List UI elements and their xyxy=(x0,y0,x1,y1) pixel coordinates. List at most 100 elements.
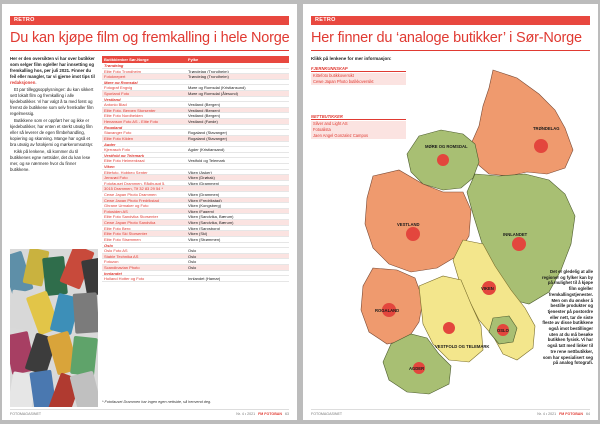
table-region-row: Oslo xyxy=(102,243,289,249)
table-row: Ghrane Urmaker og Foto Viken (Kongsberg) xyxy=(102,203,289,209)
shop-link[interactable]: Fotozon xyxy=(104,259,119,264)
shop-county: Innlandet (Hamar) xyxy=(188,276,221,281)
table-row: Sporland Foto Møre og Romsdal (Ålesund) xyxy=(102,91,289,97)
shop-link[interactable]: Elitefoto, Hobbeo Senter xyxy=(104,169,148,175)
page-number: 63 xyxy=(285,412,289,416)
link-item[interactable]: Jaen Angel Gonzalez Campos xyxy=(311,133,406,139)
shop-county: Viken (Sandvika, Bærum) xyxy=(188,214,234,220)
shop-link[interactable]: Jensrød Foto xyxy=(104,175,128,180)
table-region-row: Innlandet xyxy=(102,271,289,277)
editor-link[interactable]: redaksjonen xyxy=(10,80,36,85)
shop-county: Viken (Strømmen) xyxy=(188,236,221,242)
table-row: Oslo Foto AS Oslo xyxy=(102,248,289,254)
table-row: Fotograf Engvig Møre og Romsdal (Kristian… xyxy=(102,85,289,92)
shop-county: Oslo xyxy=(188,259,197,264)
link-item[interactable]: Silver and Light AS xyxy=(311,121,406,127)
table-row: Elite Foto Strømmen Viken (Strømmen) xyxy=(102,237,289,243)
link-item[interactable]: Cewe Japan Photo butikkoversikt xyxy=(311,79,406,85)
shop-link[interactable]: Cewe Japan Photo Drammen xyxy=(104,192,157,197)
shop-link[interactable]: Elite Foto Berg xyxy=(104,225,131,231)
shop-link[interactable]: Scandinavian Photo xyxy=(104,264,140,270)
city-dot-agder xyxy=(413,362,425,374)
lead-bold: Her er den oversikten vi har over butikk… xyxy=(10,56,95,79)
region-label: VIKEN xyxy=(481,286,494,291)
shop-county: Oslo xyxy=(188,253,197,259)
footnote: * Fotofauset Drammen har ingen egen nett… xyxy=(102,400,212,404)
link-box-chains: FJERNKUNNSKAP Kittefoto butikkoversikt C… xyxy=(311,66,406,85)
shop-link[interactable]: Fotofauset Drammen, Rådhusgt 5, xyxy=(104,180,166,186)
page-title: Her finner du ‘analoge butikker’ i Sør-N… xyxy=(311,30,582,46)
table-region-row: Trøndelag xyxy=(102,63,289,69)
shop-county: Viken (Fredrikstad) xyxy=(188,197,222,203)
shop-link[interactable]: Cewe Japan Photo Sandvika xyxy=(104,220,156,225)
shop-link[interactable]: Elite Foto Strømmen xyxy=(104,236,141,242)
shop-link[interactable]: Stavanger Foto xyxy=(104,130,132,135)
table-body: Trøndelag Elite Foto Trondheim Trøndelag (… xyxy=(102,63,289,282)
table-row: Elitefoto, Hobbeo Senter Viken (Asker) xyxy=(102,170,289,176)
link-item[interactable]: Kittefoto butikkoversikt xyxy=(311,73,406,79)
shop-link[interactable]: Kjerrasch Foto xyxy=(104,147,131,152)
shop-county: Møre og Romsdal (Kristiansund) xyxy=(188,85,246,91)
table-row: Elite Foto Trondheim Trøndelag (Trondheim… xyxy=(102,69,289,75)
shop-county: Trøndelag (Trondheim) xyxy=(188,68,229,74)
shop-link[interactable]: Elite Foto Sandvika Storsenter xyxy=(104,214,159,220)
shop-link[interactable]: Stable Technika AS xyxy=(104,253,139,259)
region-name: Oslo xyxy=(104,242,113,248)
table-row: Cewe Japan Photo Fredrikstad Viken (Fredr… xyxy=(102,197,289,204)
shop-link[interactable]: Fotosiden AS xyxy=(104,208,128,214)
shop-link[interactable]: Elite Foto Nordhelden xyxy=(104,113,143,119)
norway-region-map: TRØNDELAG MØRE OG ROMSDAL VESTLAND INNLA… xyxy=(360,69,576,395)
magazine-spread: RETRO Du kan kjøpe film og fremkalling i… xyxy=(2,4,598,420)
region-name: Vestfold og Telemark xyxy=(104,152,145,158)
table-region-row: Rogaland xyxy=(102,125,289,131)
region-name: Agder xyxy=(104,141,116,147)
region-label: TRØNDELAG xyxy=(533,126,560,131)
table-region-row: Vestland xyxy=(102,97,289,103)
city-dot-innlandet xyxy=(512,237,526,251)
table-row: Fotoknepert Trøndelag (Trondheim) xyxy=(102,74,289,80)
shop-county: Viken (Asker) xyxy=(188,169,212,175)
shop-link[interactable]: Fotoknepert xyxy=(104,74,126,79)
region-name: Viken xyxy=(104,163,115,169)
shop-link[interactable]: Fotograf Engvig xyxy=(104,85,133,91)
shop-link[interactable]: Sporland Foto xyxy=(104,91,130,96)
lead-text: Her er den oversikten vi har over butikk… xyxy=(10,56,96,174)
shop-link[interactable]: 3015 Drammen, Tlf 32 83 29 54 * xyxy=(104,186,164,192)
city-dot-viken xyxy=(482,281,496,295)
column-header-shops: Butikklenker Sør-Norge xyxy=(104,57,149,62)
footer-logo: FM FOTOBAN xyxy=(258,412,282,416)
intro-text: Klikk på lenkene for mer informasjon: xyxy=(311,56,392,61)
shop-county: Viken (Ski) xyxy=(188,231,208,236)
link-item[interactable]: Fotoalista xyxy=(311,127,406,133)
region-label: VESTLAND xyxy=(397,222,420,227)
right-page: RETRO Her finner du ‘analoge butikker’ i… xyxy=(303,4,598,420)
table-row: 3015 Drammen, Tlf 32 83 29 54 * xyxy=(102,186,289,193)
shop-link[interactable]: Antonio Blad xyxy=(104,102,127,107)
link-box-webshops: NETTBUTIKKER Silver and Light AS Fotoali… xyxy=(311,114,406,140)
table-row: Elite Foto Berg Viken (Sarpsborg) xyxy=(102,226,289,232)
shop-county: Viken (Fagem) xyxy=(188,208,215,214)
shop-link[interactable]: Ghrane Urmaker og Foto xyxy=(104,203,149,208)
shop-link[interactable]: Elite Foto Kilden xyxy=(104,135,134,141)
footer-logo: FM FOTOBAN xyxy=(559,412,583,416)
table-row: Kjerrasch Foto Agder (Kristiansand) xyxy=(102,147,289,153)
shop-county: Agder (Kristiansand) xyxy=(188,147,225,152)
shop-link[interactable]: Elite Foto Trondheim xyxy=(104,68,141,74)
shop-county: Viken (Kongsberg) xyxy=(188,203,222,208)
shop-link[interactable]: Elite Foto Heimenkraal xyxy=(104,158,145,163)
region-trondelag xyxy=(470,69,574,177)
shop-link[interactable]: Elite Foto Ski Storsenter xyxy=(104,231,148,236)
title-rule xyxy=(311,50,590,51)
shop-county: Viken (Drammen) xyxy=(188,192,220,197)
title-rule xyxy=(10,50,289,51)
shop-link[interactable]: Henanson Foto AS - Elite Foto xyxy=(104,119,159,124)
map-note: Det er gledelig at alle regioner og fylk… xyxy=(541,269,593,366)
link-box-heading: NETTBUTIKKER xyxy=(311,114,406,120)
shop-link[interactable]: Cewe Japan Photo Fredrikstad xyxy=(104,197,159,203)
shop-link[interactable]: Oslo Foto AS xyxy=(104,248,128,253)
shop-link[interactable]: Elite Foto, Bergen Storsenter xyxy=(104,107,156,113)
table-region-row: Vestfold og Telemark xyxy=(102,153,289,159)
shop-link[interactable]: Holland Hotter og Foto xyxy=(104,276,145,281)
region-name: Vestland xyxy=(104,96,121,102)
column-header-county: Fylke xyxy=(188,57,199,62)
